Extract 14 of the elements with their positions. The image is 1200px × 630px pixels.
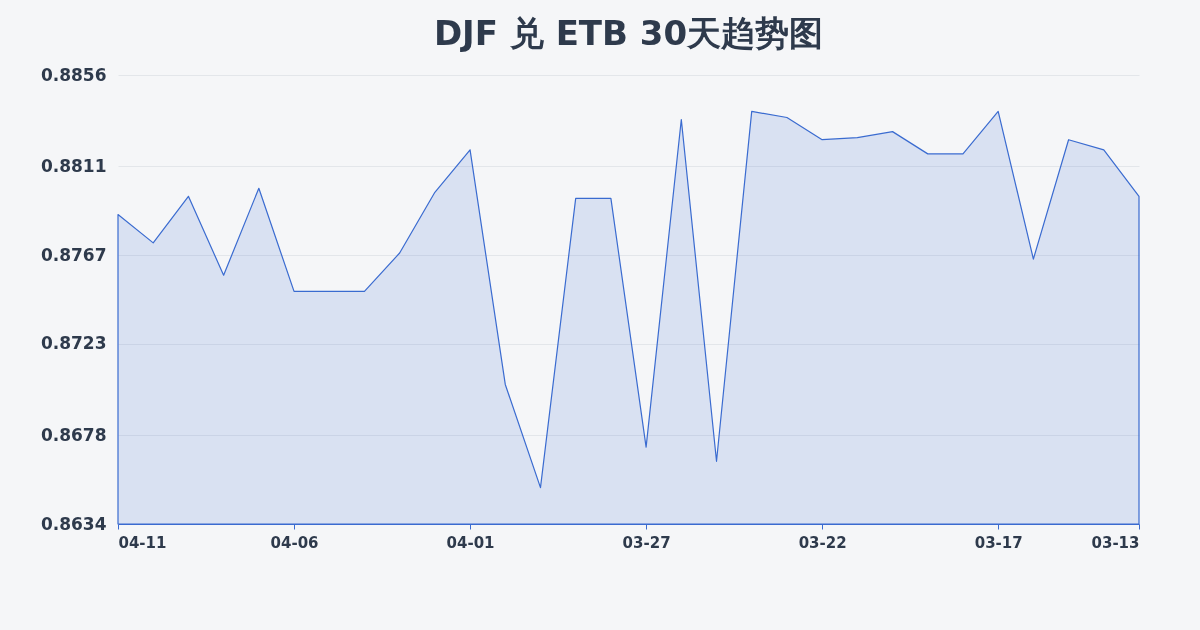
y-tick-label: 0.8811 bbox=[40, 155, 107, 176]
y-tick-label: 0.8767 bbox=[40, 244, 107, 265]
y-tick-label: 0.8678 bbox=[40, 424, 107, 445]
x-tick-label: 03-22 bbox=[798, 533, 847, 552]
x-tick-label: 04-06 bbox=[270, 533, 319, 552]
y-tick-label: 0.8723 bbox=[40, 333, 107, 354]
x-tick-label: 04-11 bbox=[118, 533, 167, 552]
x-tick-label: 04-01 bbox=[446, 533, 495, 552]
chart-title: DJF 兑 ETB 30天趋势图 bbox=[433, 13, 824, 53]
x-tick-label: 03-13 bbox=[1091, 533, 1140, 552]
x-tick-label: 03-17 bbox=[974, 533, 1023, 552]
y-tick-label: 0.8634 bbox=[40, 513, 107, 534]
y-tick-label: 0.8856 bbox=[40, 64, 107, 85]
x-tick-label: 03-27 bbox=[622, 533, 671, 552]
